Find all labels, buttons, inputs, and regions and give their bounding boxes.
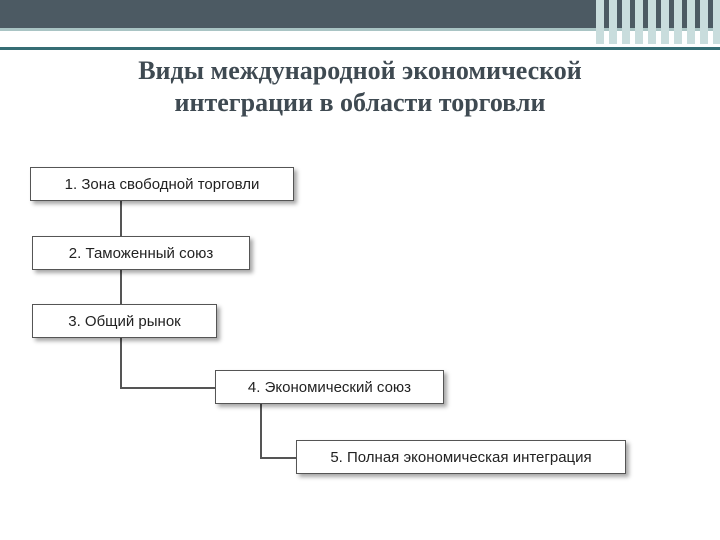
connector: [120, 270, 122, 304]
flow-node-n2: 2. Таможенный союз: [32, 236, 250, 270]
connector: [260, 457, 296, 459]
slide-title-line1: Виды международной экономической: [0, 56, 720, 86]
flow-node-n1: 1. Зона свободной торговли: [30, 167, 294, 201]
connector: [260, 404, 262, 457]
slide-stage: Виды международной экономической интегра…: [0, 0, 720, 540]
flow-node-n4: 4. Экономический союз: [215, 370, 444, 404]
slide-title-line2: интеграции в области торговли: [0, 88, 720, 118]
flow-node-n3: 3. Общий рынок: [32, 304, 217, 338]
connector: [120, 201, 122, 236]
connector: [120, 387, 215, 389]
connector: [120, 338, 122, 387]
flow-node-n5: 5. Полная экономическая интеграция: [296, 440, 626, 474]
header-accent-2: [0, 47, 720, 50]
